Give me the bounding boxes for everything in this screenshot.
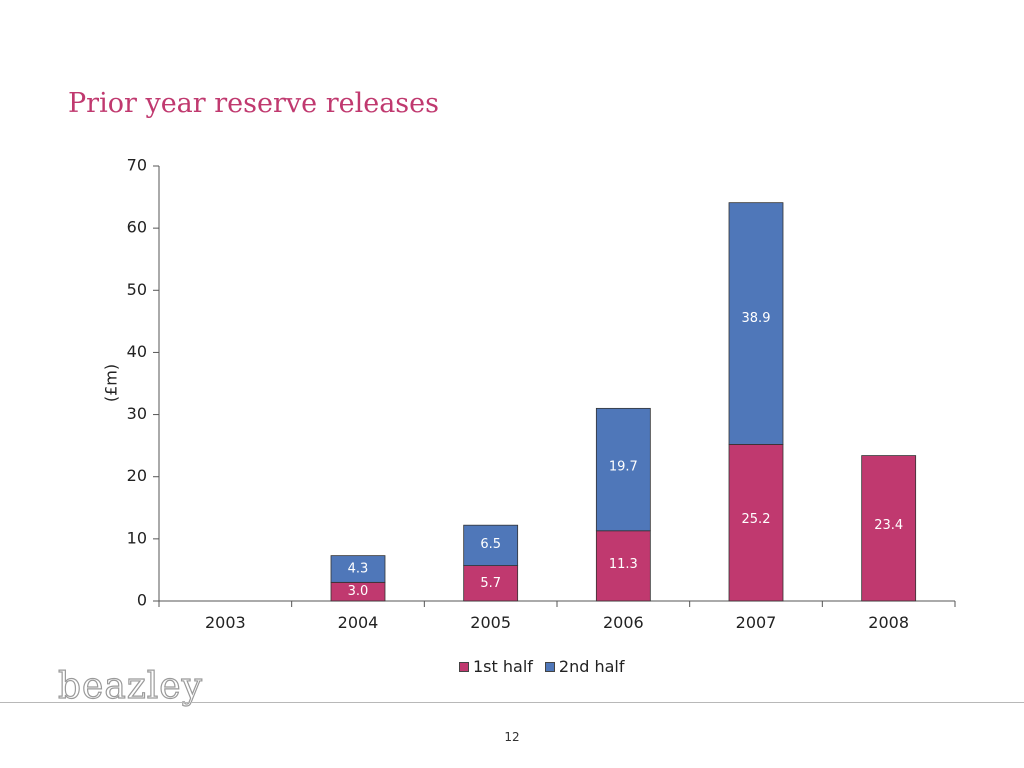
bar-1st-half-2008 [861,455,917,602]
page-number: 12 [504,730,520,744]
data-label: 25.2 [742,512,771,527]
bar-2nd-half-2005 [463,524,519,566]
x-tick-label: 2008 [868,613,909,632]
data-label: 3.0 [348,584,369,599]
bars [330,202,917,602]
bar-2nd-half-2004 [330,555,386,583]
legend-item-2nd-half: 2nd half [544,657,625,676]
data-label: 38.9 [742,311,771,326]
data-label: 5.7 [480,576,501,591]
data-label: 11.3 [609,557,638,572]
beazley-logo: beazley [57,665,203,707]
y-tick-label: 70 [127,156,147,175]
y-axis: 0 10 20 30 40 50 60 70 [127,156,160,610]
legend-label-1st-half: 1st half [473,657,533,676]
bar-2nd-half-2006 [595,407,651,532]
y-axis-title: (£m) [102,364,121,402]
data-label: 4.3 [348,561,369,576]
legend-item-1st-half: 1st half [459,657,533,676]
data-labels: 3.0 4.3 5.7 6.5 11.3 19.7 25.2 38.9 23.4 [348,311,903,599]
y-tick-label: 20 [127,466,147,485]
bar-1st-half-2007 [728,443,784,602]
data-label: 6.5 [480,537,501,552]
y-tick-label: 60 [127,218,147,237]
y-tick-label: 50 [127,280,147,299]
x-tick-label: 2005 [470,613,511,632]
x-tick-label: 2003 [205,613,246,632]
x-axis: 2003 2004 2005 2006 2007 2008 [158,600,956,632]
x-tick-label: 2006 [603,613,644,632]
legend-swatch-1st-half [459,661,469,672]
legend-swatch-2nd-half [544,661,555,672]
data-label: 19.7 [609,460,638,475]
bar-2nd-half-2007 [728,202,784,445]
y-tick-label: 40 [127,342,147,361]
slide-title: Prior year reserve releases [68,88,439,119]
y-tick-label: 0 [137,591,147,610]
legend-label-2nd-half: 2nd half [558,657,625,676]
footer-divider [0,702,1024,703]
bar-1st-half-2005 [463,565,519,602]
y-tick-label: 10 [127,528,147,547]
chart: 0 10 20 30 40 50 60 70 2003 2004 2005 2006 2007 2008… [102,156,956,632]
bar-1st-half-2006 [595,530,651,602]
y-tick-label: 30 [127,404,147,423]
data-label: 23.4 [874,518,903,533]
chart-legend: 1st half 2nd half [459,657,631,676]
x-tick-label: 2007 [736,613,777,632]
x-tick-label: 2004 [338,613,379,632]
